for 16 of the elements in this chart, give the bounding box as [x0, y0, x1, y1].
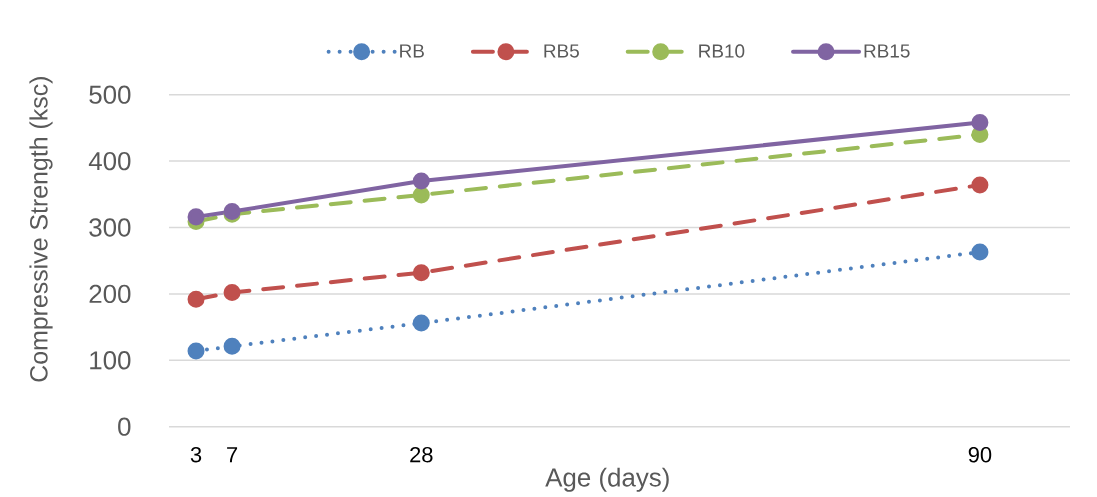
x-tick-label: 28: [410, 446, 433, 463]
legend-label: RB10: [699, 44, 745, 58]
x-tick-label: 3: [190, 446, 202, 463]
y-tick-label: 300: [89, 218, 131, 237]
y-tick-label: 0: [118, 417, 131, 436]
legend-label: RB15: [864, 44, 910, 58]
legend-label: RB: [400, 44, 424, 58]
y-axis-title: Compressive Strength (ksc): [29, 77, 53, 382]
y-tick-label: 200: [89, 284, 131, 304]
y-tick-label: 100: [90, 351, 131, 370]
x-tick-label: 7: [227, 447, 238, 463]
y-tick-label: 500: [89, 85, 131, 104]
x-axis-title: Age (days): [545, 467, 669, 492]
x-tick-label: 90: [968, 446, 992, 463]
y-tick-label: 400: [88, 151, 131, 171]
legend-label: RB5: [544, 44, 579, 58]
